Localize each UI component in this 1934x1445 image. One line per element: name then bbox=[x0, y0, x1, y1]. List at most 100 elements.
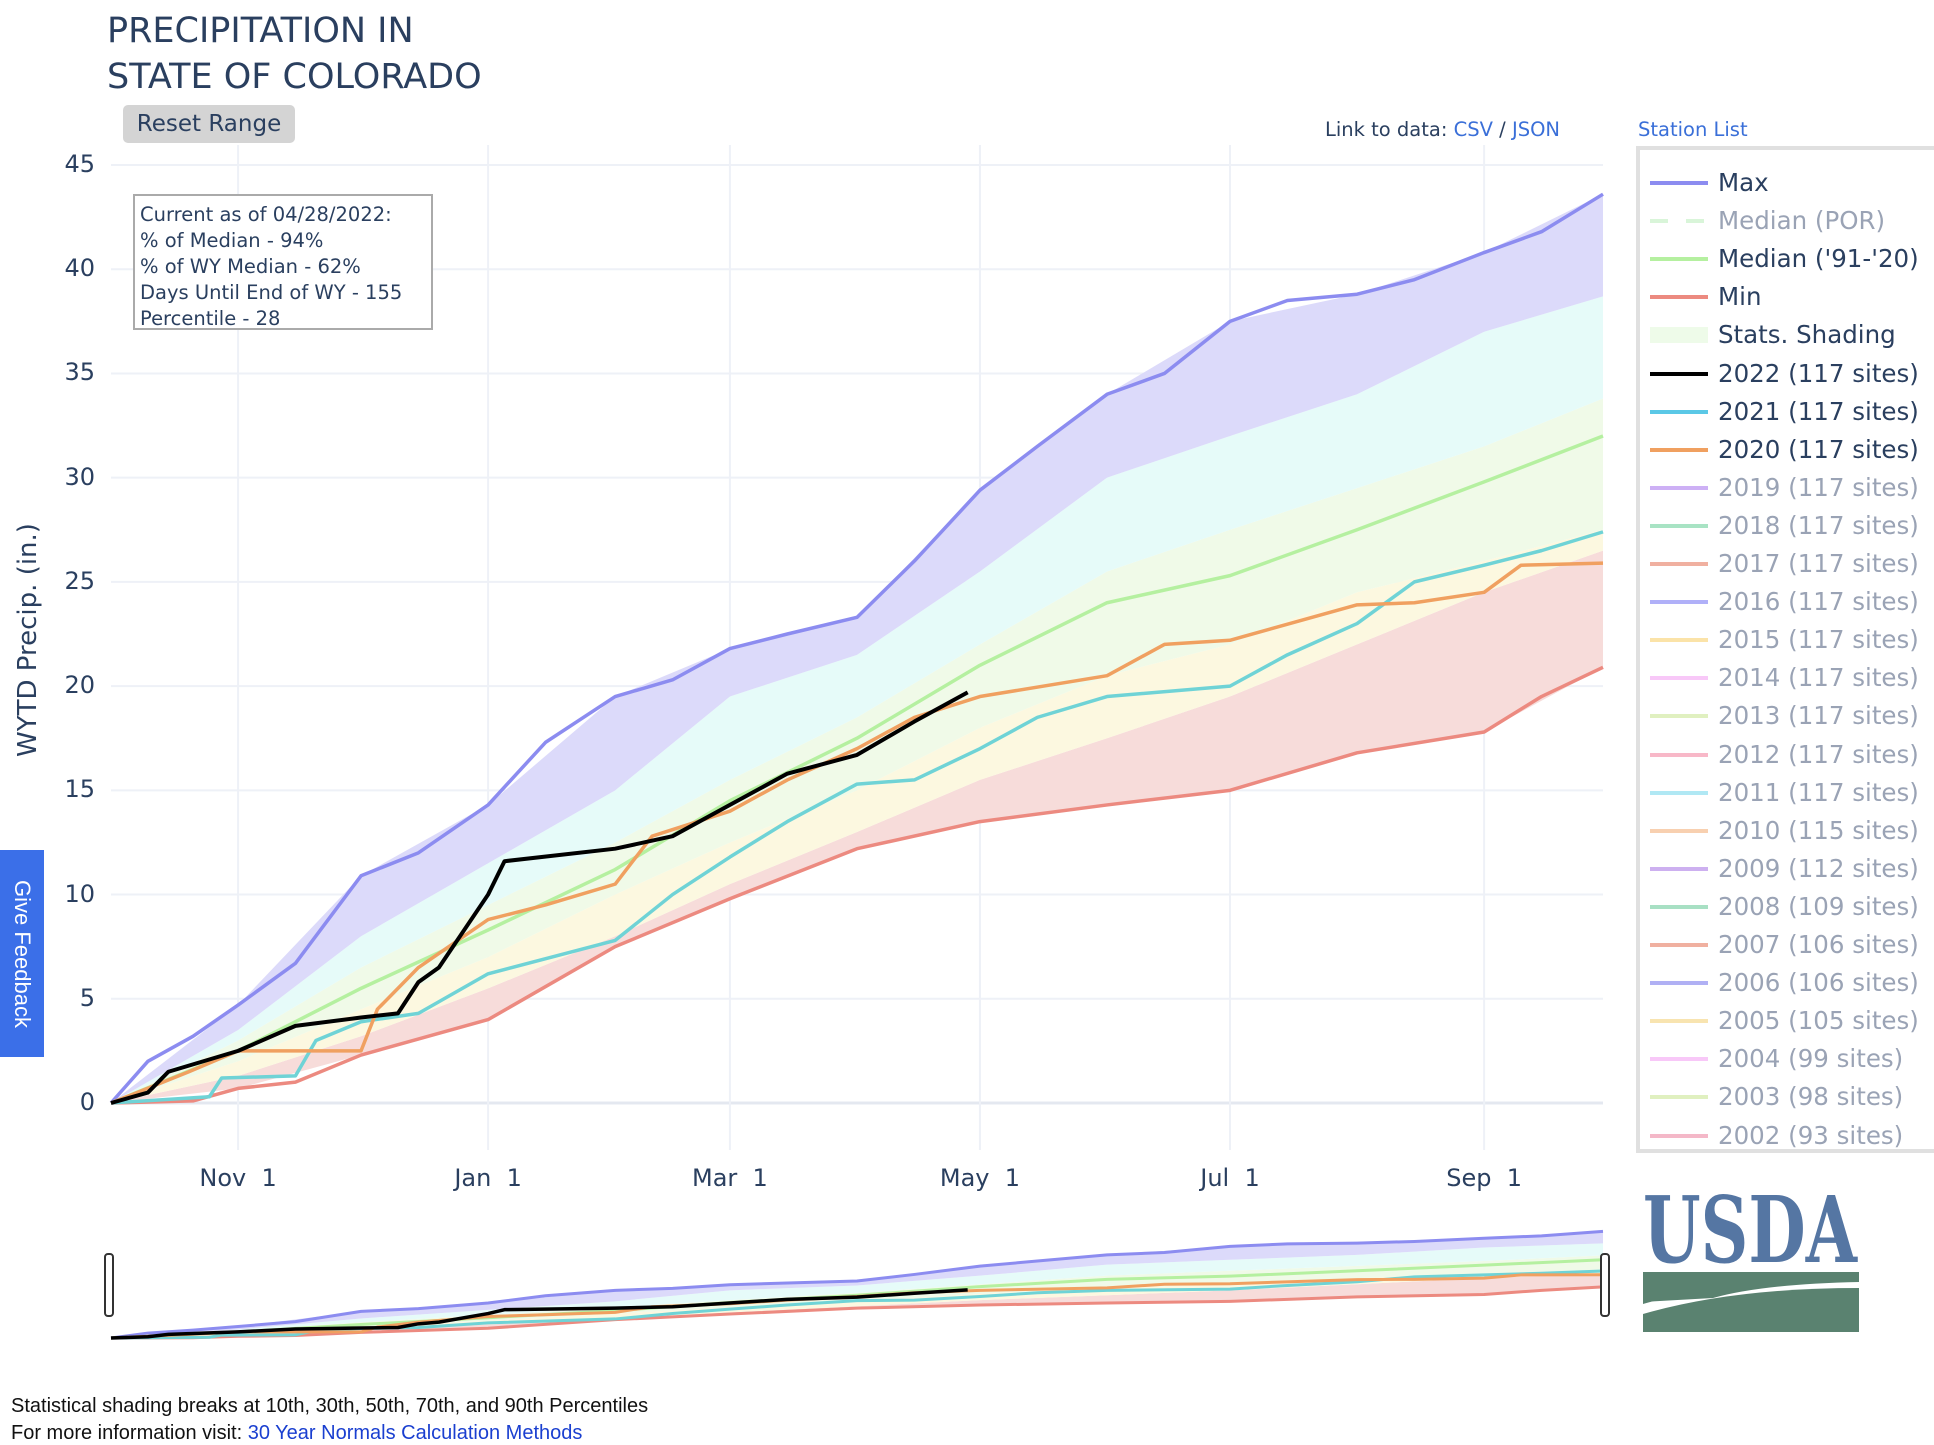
legend-swatch bbox=[1650, 181, 1708, 185]
reset-range-button[interactable]: Reset Range bbox=[123, 105, 295, 143]
legend-label: 2009 (112 sites) bbox=[1718, 853, 1919, 883]
legend-item[interactable]: 2003 (98 sites) bbox=[1650, 1078, 1903, 1116]
legend-item[interactable]: 2005 (105 sites) bbox=[1650, 1002, 1919, 1040]
legend-item[interactable]: 2006 (106 sites) bbox=[1650, 964, 1919, 1002]
range-slider bbox=[104, 1229, 1610, 1340]
legend-item[interactable]: 2016 (117 sites) bbox=[1650, 583, 1919, 621]
legend-swatch bbox=[1650, 752, 1708, 757]
legend-swatch bbox=[1650, 562, 1708, 566]
legend-swatch bbox=[1650, 1133, 1708, 1138]
title-line-1: PRECIPITATION IN bbox=[107, 11, 414, 51]
legend-swatch bbox=[1650, 409, 1708, 414]
legend-item[interactable]: 2014 (117 sites) bbox=[1650, 659, 1919, 697]
legend-swatch bbox=[1650, 714, 1708, 719]
json-link[interactable]: JSON bbox=[1511, 118, 1561, 141]
normals-link[interactable]: 30 Year Normals Calculation Methods bbox=[247, 1422, 583, 1444]
legend-label: 2015 (117 sites) bbox=[1718, 625, 1919, 655]
legend-item[interactable]: 2022 (117 sites) bbox=[1650, 355, 1919, 393]
mini-series-2022-117-sites bbox=[110, 1288, 968, 1340]
legend-item[interactable]: Max bbox=[1650, 164, 1769, 202]
legend-swatch bbox=[1650, 523, 1708, 528]
legend-label: Max bbox=[1718, 168, 1769, 197]
legend-label: 2012 (117 sites) bbox=[1718, 739, 1919, 769]
band-min-p10 bbox=[111, 550, 1603, 1103]
x-tick-label: Jan 1 bbox=[454, 1164, 522, 1192]
y-tick-label: 5 bbox=[79, 983, 95, 1012]
legend-item[interactable]: 2009 (112 sites) bbox=[1650, 850, 1919, 888]
legend-item[interactable]: 2021 (117 sites) bbox=[1650, 393, 1919, 431]
page-title: PRECIPITATION IN STATE OF COLORADO bbox=[107, 8, 482, 100]
legend-item[interactable]: 2008 (109 sites) bbox=[1650, 888, 1919, 926]
legend-swatch bbox=[1650, 257, 1708, 262]
give-feedback-label: Give Feedback bbox=[10, 879, 35, 1028]
legend-label: Min bbox=[1718, 282, 1762, 312]
link-prefix: Link to data: bbox=[1325, 118, 1448, 141]
legend-label: Median (POR) bbox=[1718, 206, 1886, 236]
legend-swatch bbox=[1650, 904, 1708, 909]
range-slider-handle-right[interactable] bbox=[1600, 1253, 1610, 1317]
info-current-date: Current as of 04/28/2022: bbox=[140, 203, 392, 226]
info-percentile: Percentile - 28 bbox=[140, 307, 281, 330]
legend-swatch bbox=[1650, 219, 1708, 224]
csv-link[interactable]: CSV bbox=[1453, 118, 1493, 141]
legend-swatch bbox=[1650, 327, 1708, 344]
legend-swatch bbox=[1650, 1019, 1708, 1024]
y-tick-label: 25 bbox=[64, 566, 95, 595]
legend-item[interactable]: Median ('91-'20) bbox=[1650, 240, 1919, 278]
y-axis-label: WYTD Precip. (in.) bbox=[13, 523, 43, 757]
legend-item[interactable]: 2015 (117 sites) bbox=[1650, 621, 1919, 659]
legend-item[interactable]: Stats. Shading bbox=[1650, 316, 1896, 354]
legend-item[interactable]: 2019 (117 sites) bbox=[1650, 469, 1919, 507]
y-tick-label: 0 bbox=[79, 1088, 95, 1116]
legend-item[interactable]: 2010 (115 sites) bbox=[1650, 812, 1919, 850]
legend-swatch bbox=[1650, 1057, 1708, 1062]
legend-item[interactable]: 2007 (106 sites) bbox=[1650, 926, 1919, 964]
legend-item[interactable]: 2013 (117 sites) bbox=[1650, 697, 1919, 735]
title-line-2: STATE OF COLORADO bbox=[107, 57, 482, 97]
legend-label: 2011 (117 sites) bbox=[1718, 777, 1919, 807]
legend-item[interactable]: 2020 (117 sites) bbox=[1650, 431, 1919, 469]
give-feedback-button[interactable]: Give Feedback bbox=[0, 850, 44, 1057]
legend-item[interactable]: 2017 (117 sites) bbox=[1650, 545, 1919, 583]
x-tick-label: Mar 1 bbox=[692, 1164, 768, 1192]
info-pct-median: % of Median - 94% bbox=[140, 229, 324, 252]
range-slider-handle-left[interactable] bbox=[104, 1253, 114, 1317]
mini-series-max bbox=[110, 1229, 1604, 1340]
y-tick-label: 45 bbox=[64, 150, 95, 178]
series-lines bbox=[109, 192, 1604, 1105]
legend-item[interactable]: Min bbox=[1650, 278, 1761, 316]
footer-note: Statistical shading breaks at 10th, 30th… bbox=[11, 1395, 649, 1417]
y-tick-label: 10 bbox=[64, 879, 95, 908]
info-pct-wy-median: % of WY Median - 62% bbox=[140, 255, 361, 278]
legend-item[interactable]: 2018 (117 sites) bbox=[1650, 507, 1919, 545]
info-days-until-end: Days Until End of WY - 155 bbox=[140, 281, 403, 304]
series-min bbox=[110, 665, 1604, 1105]
legend-swatch bbox=[1650, 943, 1708, 947]
legend-item[interactable]: 2002 (93 sites) bbox=[1650, 1117, 1903, 1155]
legend-swatch bbox=[1650, 371, 1708, 376]
station-list-link[interactable]: Station List bbox=[1638, 118, 1748, 141]
x-tick-label: Jul 1 bbox=[1200, 1164, 1260, 1192]
y-tick-label: 15 bbox=[64, 775, 95, 804]
series-2020-117-sites bbox=[110, 561, 1604, 1105]
y-tick-label: 30 bbox=[64, 462, 95, 491]
legend-label: 2004 (99 sites) bbox=[1718, 1044, 1904, 1074]
legend-label: 2008 (109 sites) bbox=[1718, 891, 1919, 921]
legend-item[interactable]: Median (POR) bbox=[1650, 202, 1885, 240]
legend-item[interactable]: 2004 (99 sites) bbox=[1650, 1040, 1903, 1078]
x-tick-label: Nov 1 bbox=[199, 1164, 277, 1192]
legend-label: 2022 (117 sites) bbox=[1718, 358, 1919, 388]
series-max bbox=[109, 192, 1604, 1105]
legend-label: 2017 (117 sites) bbox=[1718, 549, 1919, 578]
legend: Max Median (POR) Median ('91-'20) Min Stats.… bbox=[1636, 146, 1934, 1153]
usda-logo: USDA bbox=[1643, 1178, 1859, 1332]
svg-text:USDA: USDA bbox=[1643, 1178, 1858, 1284]
legend-swatch bbox=[1650, 981, 1708, 986]
legend-label: Median ('91-'20) bbox=[1718, 244, 1919, 274]
legend-swatch bbox=[1650, 295, 1708, 300]
legend-item[interactable]: 2012 (117 sites) bbox=[1650, 736, 1919, 774]
series-2022-117-sites bbox=[110, 690, 969, 1105]
legend-item[interactable]: 2011 (117 sites) bbox=[1650, 774, 1919, 812]
legend-label: 2010 (115 sites) bbox=[1718, 815, 1919, 845]
